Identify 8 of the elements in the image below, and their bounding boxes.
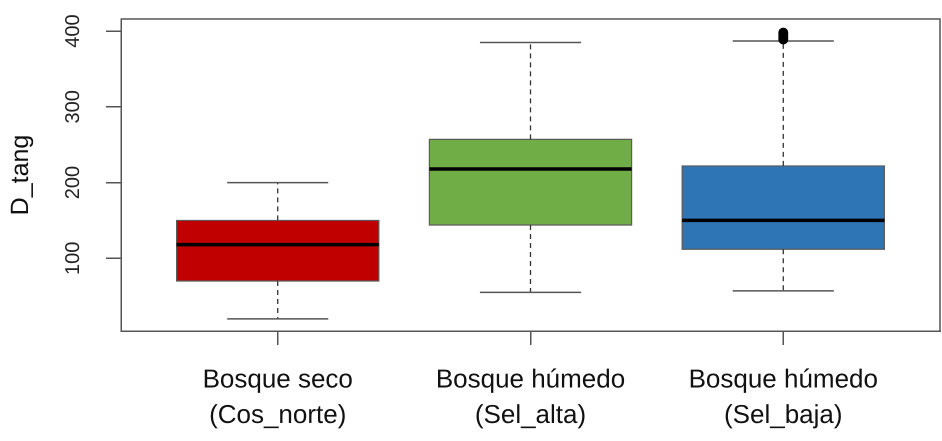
- y-tick-label: 100: [62, 242, 84, 275]
- y-axis-title: D_tang: [6, 134, 34, 216]
- y-tick-label: 300: [62, 90, 84, 124]
- x-tick-label: Bosque seco (Cos_norte): [202, 364, 353, 429]
- y-tick-label: 400: [62, 14, 84, 48]
- x-tick-label: Bosque húmedo (Sel_baja): [688, 364, 878, 429]
- y-tick-label: 200: [62, 166, 84, 200]
- x-tick-label: Bosque húmedo (Sel_alta): [436, 364, 626, 429]
